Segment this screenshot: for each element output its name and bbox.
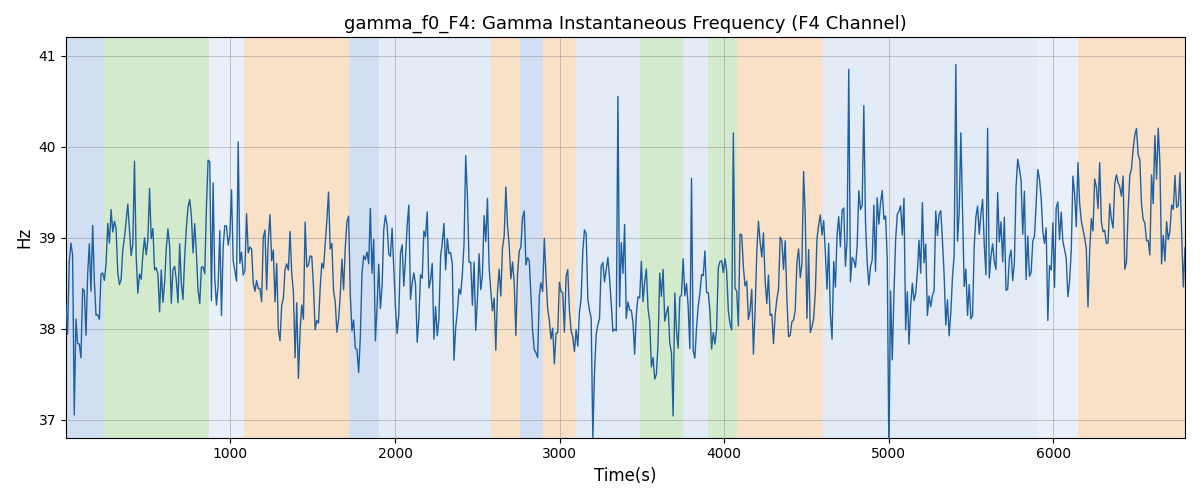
Bar bbox=[209, 38, 244, 438]
Bar bbox=[66, 38, 103, 438]
Bar bbox=[1078, 38, 1184, 438]
Bar bbox=[737, 38, 823, 438]
Bar bbox=[520, 38, 544, 438]
Bar bbox=[1037, 38, 1078, 438]
Bar bbox=[576, 38, 641, 438]
Bar bbox=[378, 38, 491, 438]
Bar bbox=[683, 38, 708, 438]
Bar bbox=[708, 38, 737, 438]
Bar bbox=[544, 38, 576, 438]
X-axis label: Time(s): Time(s) bbox=[594, 467, 656, 485]
Y-axis label: Hz: Hz bbox=[16, 227, 34, 248]
Bar bbox=[244, 38, 349, 438]
Bar bbox=[103, 38, 209, 438]
Bar bbox=[641, 38, 683, 438]
Bar bbox=[349, 38, 378, 438]
Bar bbox=[823, 38, 1037, 438]
Bar bbox=[491, 38, 520, 438]
Title: gamma_f0_F4: Gamma Instantaneous Frequency (F4 Channel): gamma_f0_F4: Gamma Instantaneous Frequen… bbox=[344, 15, 907, 34]
